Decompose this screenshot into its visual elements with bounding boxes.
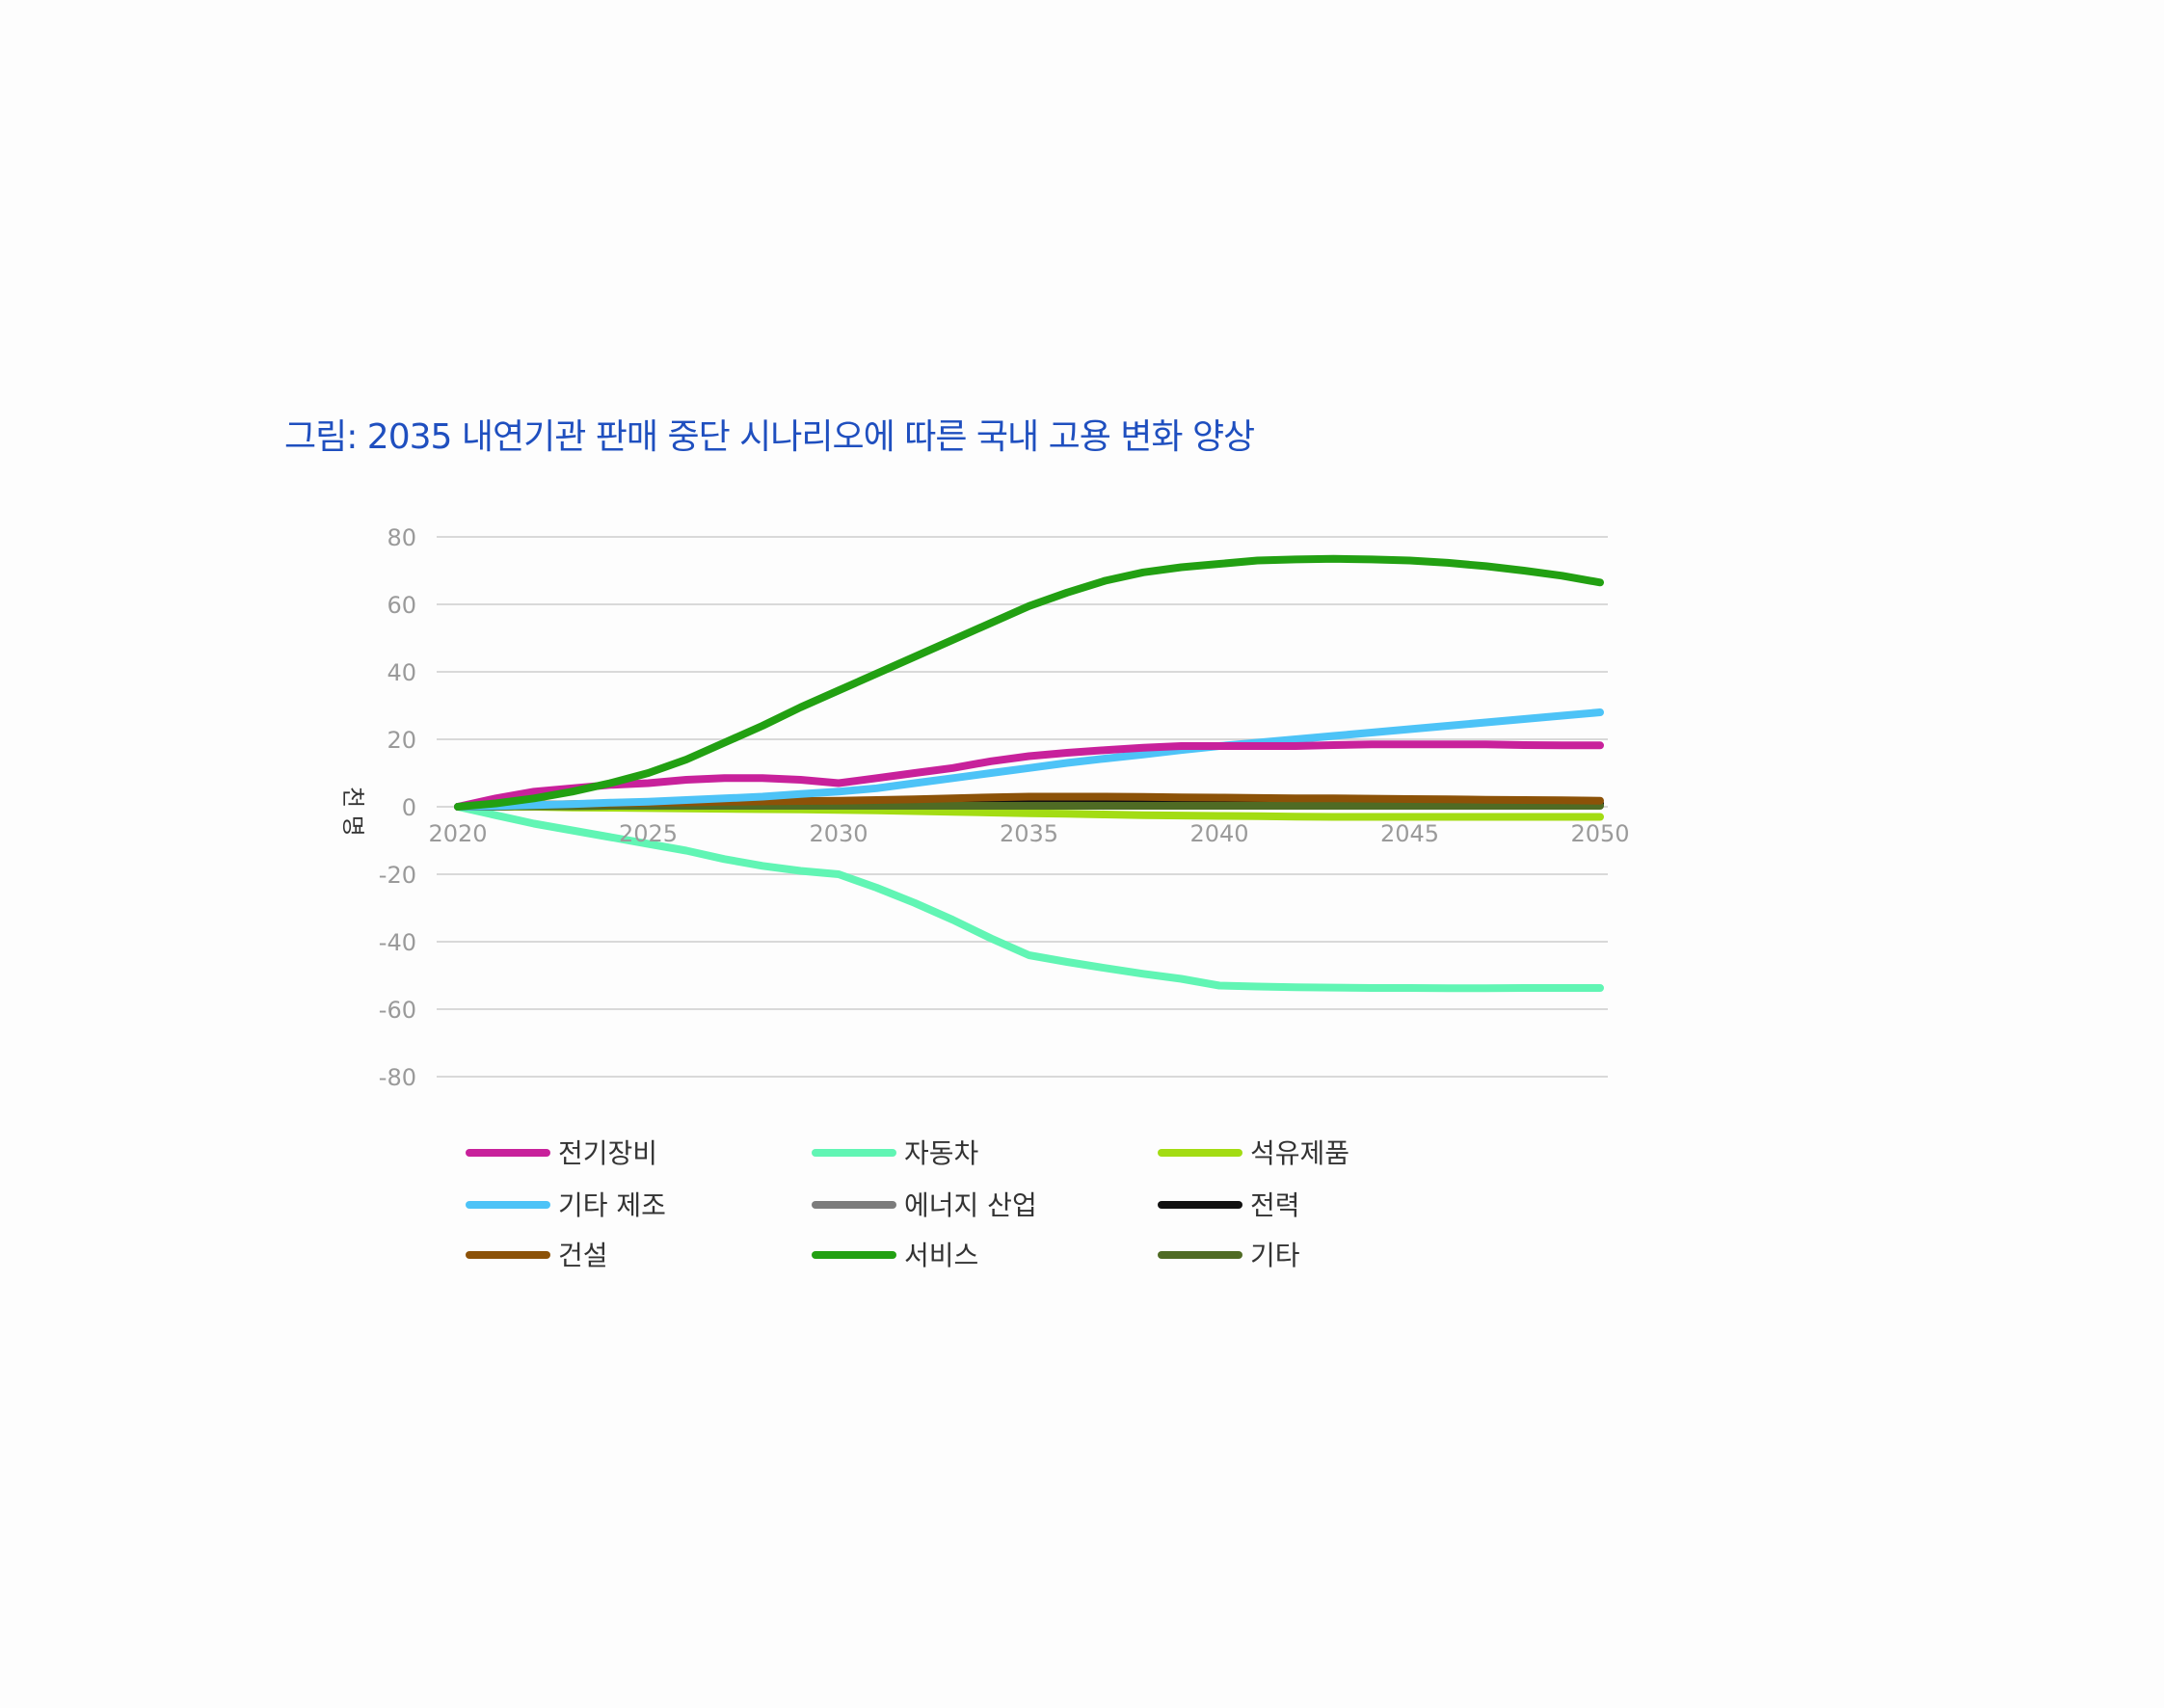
y-tick-label: 80 xyxy=(387,524,416,551)
x-tick-label: 2045 xyxy=(1380,820,1439,847)
series-line xyxy=(454,803,1604,993)
legend-label: 건설 xyxy=(558,1240,608,1271)
chart-title: 그림: 2035 내연기관 판매 중단 시나리오에 따른 국내 고용 변화 양상 xyxy=(284,417,1255,457)
legend-label: 기타 xyxy=(1250,1240,1300,1271)
legend-label: 석유제품 xyxy=(1250,1137,1349,1169)
y-tick-label: 0 xyxy=(402,794,416,821)
y-tick-label: 60 xyxy=(387,592,416,619)
legend-label: 전기장비 xyxy=(558,1137,657,1169)
y-tick-label: 20 xyxy=(387,727,416,754)
x-tick-label: 2050 xyxy=(1570,820,1629,847)
x-tick-label: 2035 xyxy=(1000,820,1058,847)
x-tick-label: 2020 xyxy=(428,820,487,847)
legend-label: 기타 제조 xyxy=(558,1189,666,1221)
series-line xyxy=(454,708,1604,811)
legend-label: 에너지 산업 xyxy=(904,1189,1037,1221)
x-tick-label: 2030 xyxy=(809,820,868,847)
series-lines xyxy=(454,554,1604,993)
y-axis-ticks: 80 60 40 20 0 -20 -40 -60 -80 xyxy=(379,524,416,1091)
x-tick-label: 2025 xyxy=(619,820,678,847)
legend-label: 서비스 xyxy=(904,1240,978,1271)
legend-label: 자동차 xyxy=(904,1137,978,1169)
y-tick-label: -20 xyxy=(379,862,416,889)
y-tick-label: 40 xyxy=(387,659,416,686)
legend-label: 전력 xyxy=(1250,1189,1300,1221)
x-axis-ticks: 2020 2025 2030 2035 2040 2045 2050 xyxy=(428,820,1629,847)
y-axis-label: 천 명 xyxy=(339,787,366,837)
series-line xyxy=(454,554,1604,811)
y-tick-label: -80 xyxy=(379,1064,416,1091)
series-line xyxy=(454,740,1604,811)
grid xyxy=(437,536,1608,1078)
y-tick-label: -60 xyxy=(379,997,416,1024)
x-tick-label: 2040 xyxy=(1189,820,1248,847)
y-tick-label: -40 xyxy=(379,929,416,956)
